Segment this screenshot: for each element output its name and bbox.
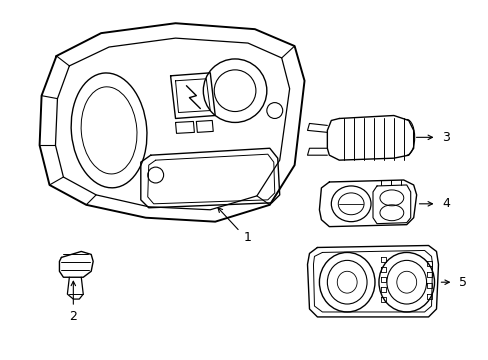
Text: 5: 5 (458, 276, 467, 289)
Text: 3: 3 (442, 131, 449, 144)
Text: 1: 1 (244, 231, 251, 244)
Text: 4: 4 (442, 197, 449, 210)
Text: 2: 2 (69, 310, 77, 323)
